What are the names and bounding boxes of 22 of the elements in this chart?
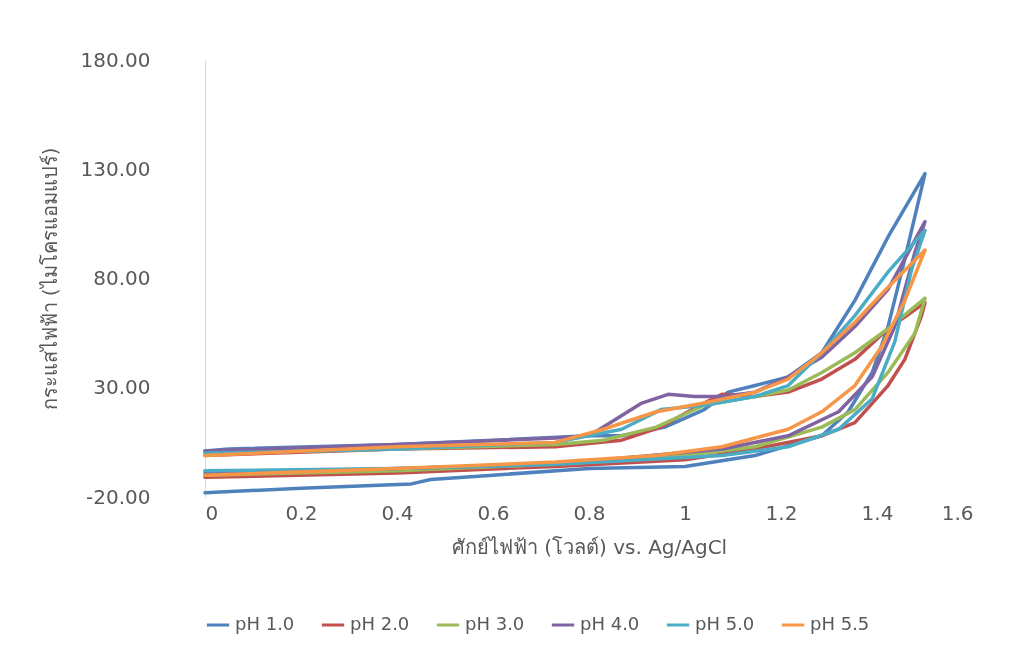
legend-label: pH 4.0 bbox=[580, 613, 640, 634]
legend-label: pH 2.0 bbox=[350, 613, 410, 634]
x-tick-label: 1 bbox=[679, 500, 692, 525]
x-tick-label: 1.4 bbox=[861, 500, 894, 525]
legend-label: pH 3.0 bbox=[465, 613, 525, 634]
x-tick-label: 0 bbox=[205, 500, 219, 525]
y-axis-title: กระแสไฟฟ้า (ไมโครแอมแปร์) bbox=[37, 147, 62, 411]
x-tick-label: 0.8 bbox=[573, 500, 606, 525]
y-tick-label: 30.00 bbox=[93, 375, 151, 400]
x-tick-label: 0.4 bbox=[381, 500, 414, 525]
y-tick-label: 180.00 bbox=[80, 47, 151, 72]
y-tick-label: 80.00 bbox=[93, 266, 151, 290]
x-tick-label: 1.6 bbox=[941, 500, 974, 525]
legend-label: pH 5.5 bbox=[810, 613, 870, 634]
x-tick-label: 1.2 bbox=[765, 500, 798, 525]
legend-label: pH 1.0 bbox=[235, 613, 295, 634]
x-tick-label: 0.6 bbox=[477, 500, 510, 525]
legend-label: pH 5.0 bbox=[695, 613, 755, 634]
x-tick-label: 0.2 bbox=[285, 500, 318, 525]
y-tick-label: 130.00 bbox=[80, 156, 151, 181]
x-axis-title: ศักย์ไฟฟ้า (โวลต์) vs. Ag/AgCl bbox=[451, 534, 728, 559]
y-tick-label: -20.00 bbox=[86, 484, 151, 509]
